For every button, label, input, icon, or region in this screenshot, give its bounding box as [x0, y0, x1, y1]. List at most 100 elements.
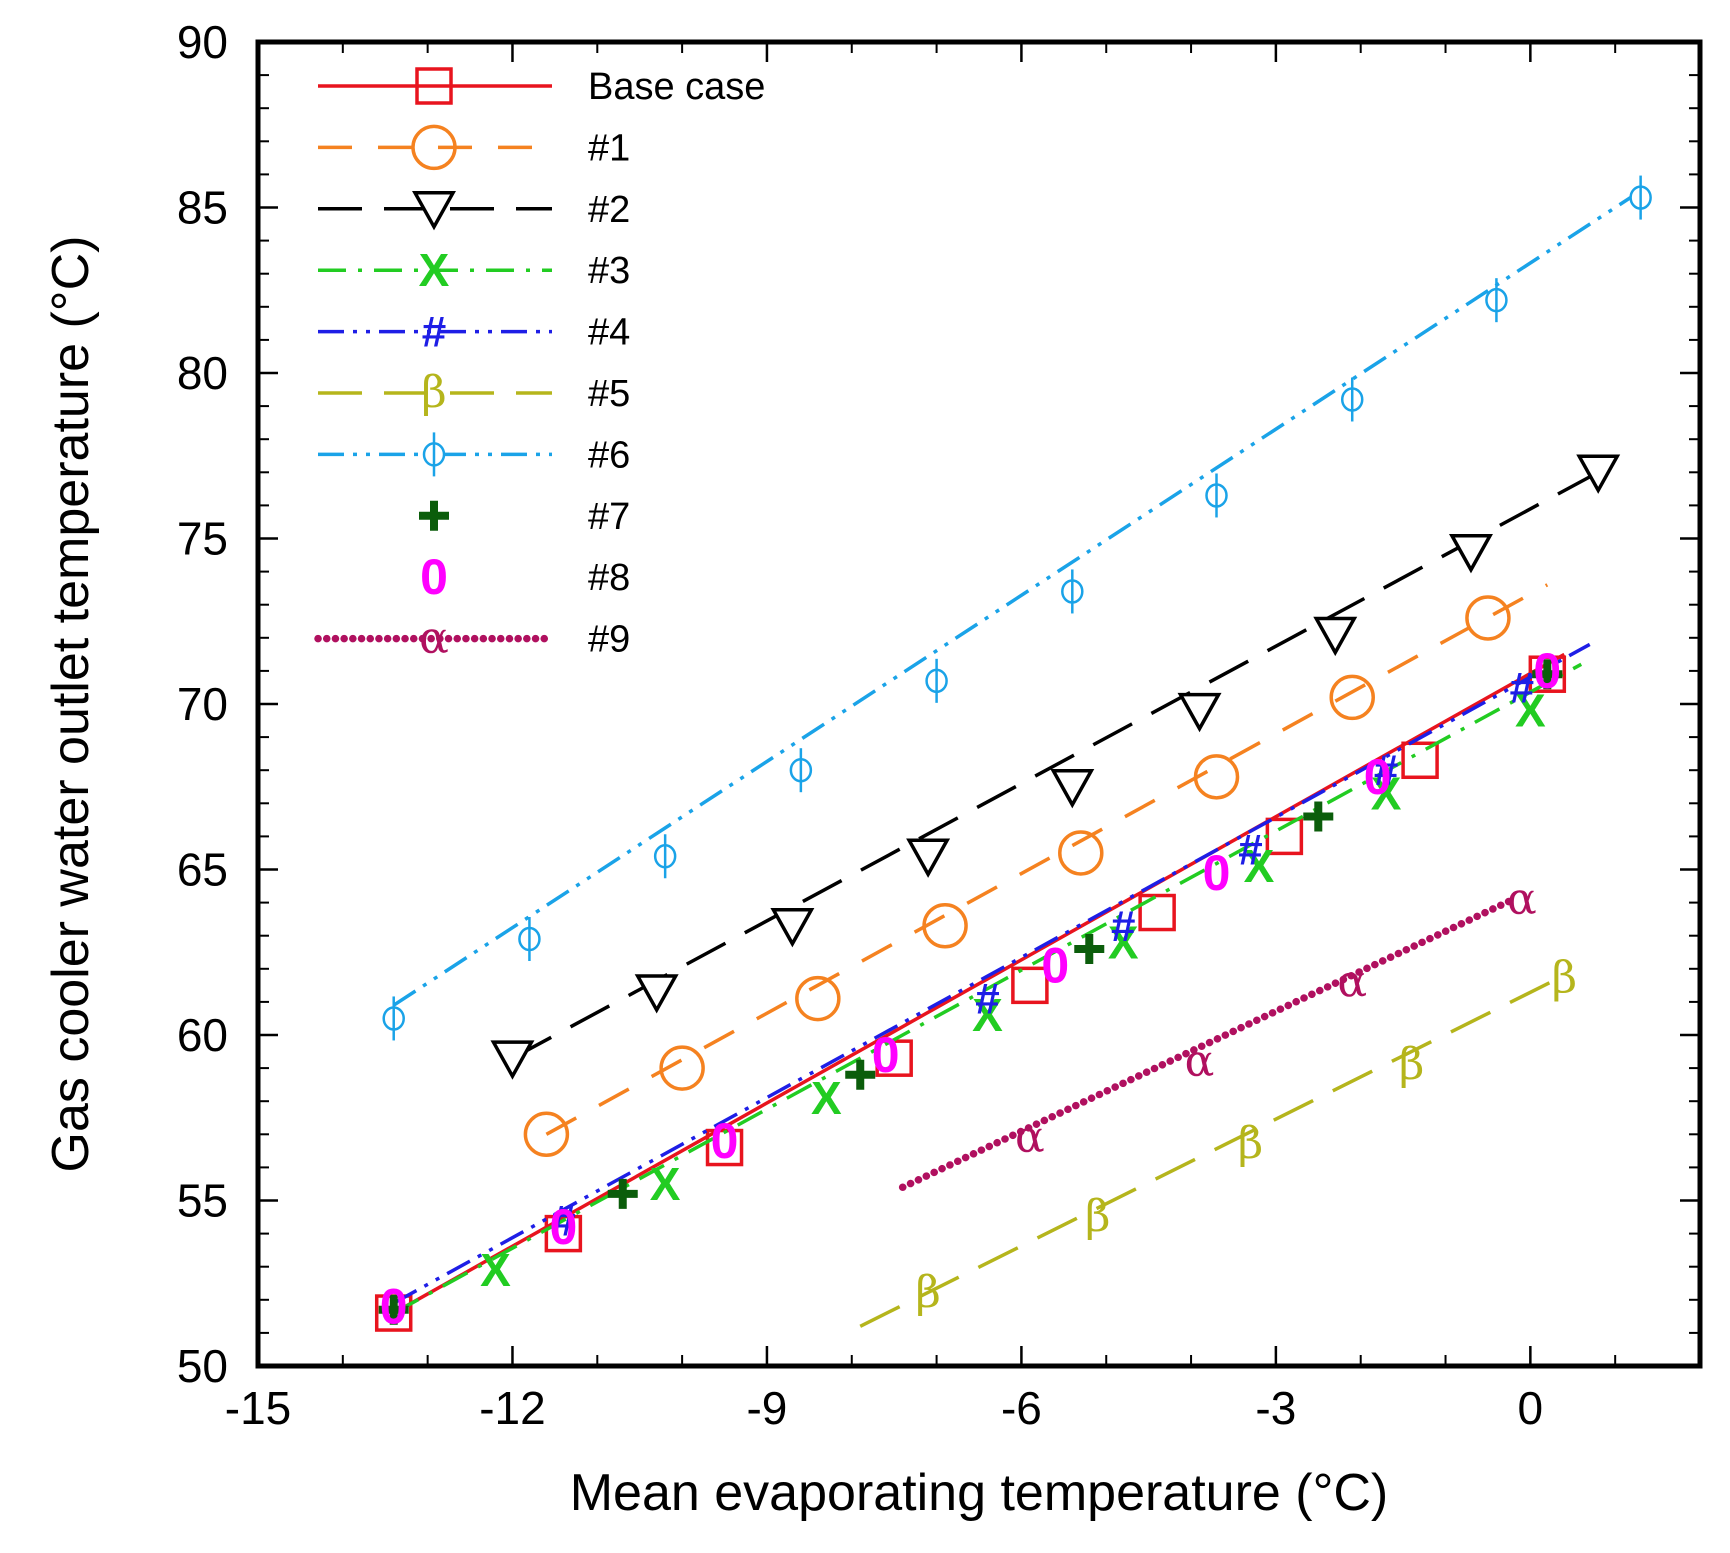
- plot-frame: [255, 39, 1703, 1369]
- legend-marker: #: [422, 308, 446, 357]
- series-line: [392, 642, 1591, 1305]
- legend-label: #6: [588, 434, 630, 476]
- data-point: [770, 908, 815, 948]
- data-point: [1448, 533, 1493, 574]
- data-point: [922, 903, 968, 949]
- legend-label: Base case: [588, 66, 765, 108]
- legend-label: #3: [588, 250, 630, 292]
- legend-item: #2: [318, 189, 630, 231]
- legend-marker: X: [419, 244, 450, 296]
- series-n6: [382, 175, 1652, 1041]
- y-tick-label: 55: [177, 1175, 228, 1227]
- legend: Base case #1 #2 X #3 # #4 β #5 #6 #7 0 #8 α #9: [314, 66, 765, 664]
- y-tick-label: 50: [177, 1340, 228, 1392]
- series-line: [545, 583, 1549, 1136]
- data-point: X: [811, 1072, 842, 1124]
- data-point: [490, 1040, 535, 1080]
- data-point: β: [1399, 1039, 1424, 1090]
- legend-marker: α: [419, 613, 449, 664]
- x-tick-label: -15: [225, 1382, 291, 1434]
- legend-marker: [415, 67, 453, 105]
- legend-label: #9: [588, 619, 630, 661]
- x-tick-label: -9: [746, 1382, 787, 1434]
- series-line: [392, 189, 1642, 1007]
- data-point: [845, 1059, 876, 1090]
- data-point: [906, 838, 951, 878]
- y-tick-label: 70: [177, 678, 228, 730]
- legend-marker: [411, 124, 457, 171]
- data-point: α: [1015, 1112, 1045, 1163]
- data-point: [544, 1214, 583, 1253]
- x-tick-label: -12: [479, 1382, 545, 1434]
- series-n3: X X X X X X X X: [392, 662, 1583, 1315]
- data-point: X: [972, 989, 1003, 1041]
- tick-labels: -15 -12 -9 -6 -3 0 50 55 60 65 70 75 80 85 90: [177, 16, 1543, 1434]
- legend-item: Base case: [318, 66, 765, 108]
- data-point: [1313, 616, 1358, 657]
- data-point: X: [1371, 767, 1402, 819]
- series-line: [859, 973, 1566, 1328]
- data-point: #: [1374, 746, 1398, 795]
- data-point: [1138, 893, 1176, 932]
- legend-item: # #4: [318, 308, 630, 357]
- data-point: [1576, 454, 1621, 494]
- data-point: α: [1507, 873, 1537, 924]
- data-point: [523, 1111, 570, 1158]
- y-tick-label: 90: [177, 16, 228, 68]
- data-point: 0: [711, 1113, 739, 1169]
- data-point: β: [915, 1267, 940, 1318]
- data-point: [1050, 769, 1095, 809]
- data-point: [795, 975, 841, 1022]
- data-point: [1303, 801, 1334, 832]
- series-n2: [490, 454, 1621, 1080]
- series-n8: 0 0 0 0 0 0 0 0: [380, 643, 1561, 1335]
- series-line: [898, 895, 1518, 1192]
- data-point: [1193, 754, 1240, 800]
- legend-label: #5: [588, 373, 630, 415]
- data-point: [659, 1045, 705, 1091]
- legend-item: #6: [318, 432, 630, 477]
- data-point: X: [650, 1158, 681, 1210]
- data-point: #: [1510, 663, 1534, 712]
- y-tick-label: 75: [177, 513, 228, 565]
- data-point: #: [975, 975, 999, 1024]
- data-point: [1532, 659, 1563, 690]
- y-tick-label: 65: [177, 844, 228, 896]
- data-point: β: [1552, 953, 1577, 1004]
- legend-label: #4: [588, 312, 630, 354]
- legend-item: 0 #8: [420, 549, 630, 605]
- series-n7: [378, 659, 1563, 1325]
- legend-label: #1: [588, 127, 630, 169]
- legend-item: α #9: [314, 613, 630, 664]
- series-n9: α α α α: [898, 873, 1537, 1192]
- data-point: X: [480, 1244, 511, 1296]
- legend-label: #2: [588, 189, 630, 231]
- data-point: [607, 1178, 638, 1209]
- data-point: β: [1238, 1118, 1263, 1169]
- data-point: [1011, 966, 1049, 1005]
- data-point: α: [1337, 956, 1367, 1007]
- data-point: [1177, 692, 1222, 733]
- data-point: [1528, 655, 1567, 693]
- series-line: [392, 662, 1583, 1315]
- data-point: [634, 974, 679, 1014]
- series-n1: [523, 583, 1549, 1158]
- data-point: #: [551, 1196, 575, 1245]
- data-point: β: [1085, 1191, 1110, 1242]
- y-tick-label: 80: [177, 347, 228, 399]
- x-tick-label: 0: [1518, 1382, 1544, 1434]
- data-point: #: [1238, 826, 1262, 875]
- data-point: X: [1108, 916, 1139, 968]
- data-point: 0: [1364, 749, 1392, 805]
- legend-item: #7: [419, 496, 630, 538]
- data-point: X: [1515, 685, 1546, 737]
- series-line: [511, 470, 1600, 1060]
- legend-item: #1: [318, 124, 630, 171]
- legend-item: X #3: [318, 244, 630, 296]
- data-point: [1329, 674, 1375, 721]
- data-point: [1058, 830, 1104, 876]
- data-point: [1074, 933, 1105, 964]
- data-point: X: [1244, 840, 1275, 892]
